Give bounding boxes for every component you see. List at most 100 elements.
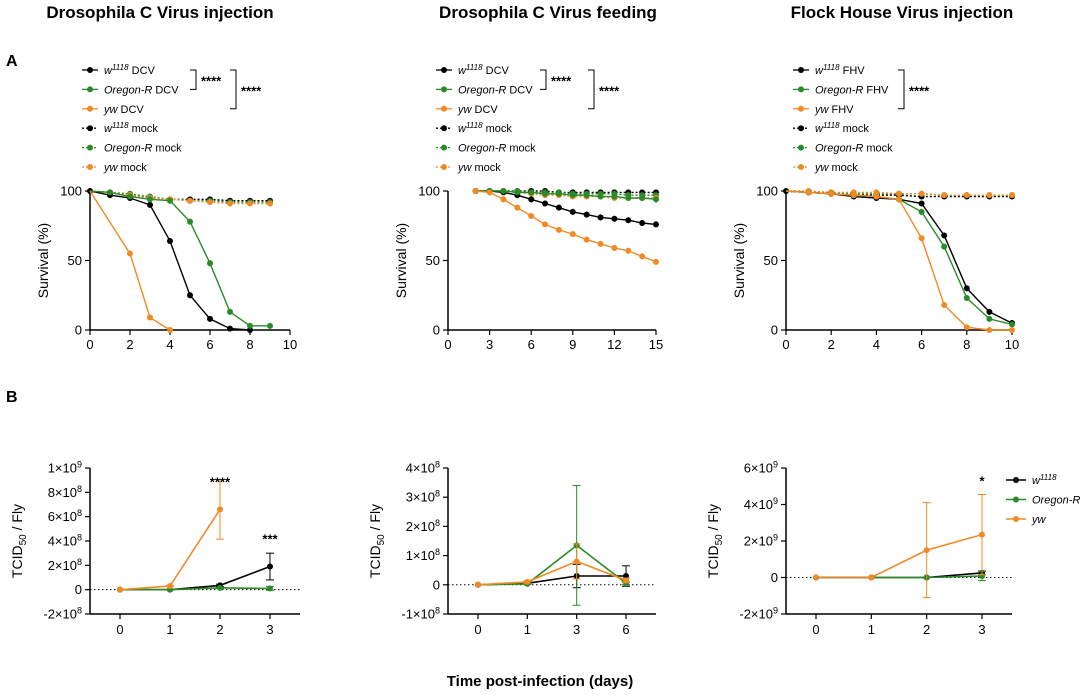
y-tick-label: 100	[756, 184, 778, 199]
series-line-yw	[119, 508, 221, 591]
legend-marker	[798, 164, 804, 170]
legend-marker	[441, 86, 447, 93]
y-axis-label: TCID50 / Fly	[367, 504, 387, 578]
data-point	[514, 189, 521, 196]
series-line-oregon-r-dcv	[89, 190, 270, 327]
y-tick-label: 4×108	[48, 533, 82, 549]
data-point	[207, 260, 213, 267]
data-point	[611, 215, 618, 222]
data-point	[813, 574, 819, 581]
significance-label: ***	[262, 531, 278, 546]
chart-b2: 0 1 3 6 -1×108 0 1×108 2×108 3×108 4×108 TCID50 / …	[367, 460, 656, 637]
legend-marker	[441, 105, 447, 112]
series-line-oregon-r	[120, 586, 271, 591]
legend-marker	[87, 86, 93, 93]
x-tick-label: 0	[812, 622, 819, 637]
data-point	[486, 189, 493, 196]
chart-a2: 0 3 6 9 12 15 0 50 100 Survival (%) w1118 DCV Orego…	[393, 63, 663, 352]
data-point	[639, 194, 646, 201]
x-tick-label: 15	[649, 337, 663, 352]
data-point	[597, 193, 604, 200]
y-tick-label: 0	[75, 582, 82, 597]
data-point	[247, 200, 253, 207]
legend-marker	[87, 144, 93, 151]
x-tick-label: 6	[528, 337, 535, 352]
y-tick-label: 100	[418, 184, 440, 199]
data-point	[528, 189, 535, 196]
legend-marker	[798, 125, 804, 132]
x-tick-label: 4	[166, 337, 173, 352]
legend-label: yw mock	[457, 162, 501, 174]
data-point	[873, 193, 880, 200]
data-point	[597, 240, 604, 247]
legend-label: w1118	[1032, 473, 1057, 487]
x-tick-label: 6	[918, 337, 925, 352]
data-point	[896, 196, 902, 203]
legend-label: yw mock	[103, 162, 147, 174]
significance-bracket	[230, 69, 237, 110]
data-point	[625, 194, 632, 201]
data-point	[472, 188, 479, 194]
panel-label-b: B	[6, 389, 18, 406]
data-point	[569, 208, 576, 215]
significance-label: ****	[551, 74, 572, 89]
data-point	[524, 578, 531, 585]
data-point	[918, 208, 925, 215]
data-point	[611, 193, 618, 200]
data-point	[986, 308, 993, 315]
data-point	[611, 244, 618, 251]
data-point	[528, 196, 535, 203]
legend-label: Oregon-R	[1032, 495, 1080, 507]
data-point	[918, 200, 925, 207]
significance-bracket	[588, 69, 595, 110]
series-line-w1118-fhv	[785, 190, 1013, 324]
data-point	[217, 584, 223, 591]
legend-marker	[798, 86, 804, 93]
series-line-w1118-dcv	[89, 190, 251, 331]
y-tick-label: 1×109	[48, 460, 82, 476]
data-point	[623, 577, 629, 584]
legend-marker	[441, 144, 447, 151]
data-point	[569, 231, 576, 238]
data-point	[623, 573, 629, 580]
data-point	[247, 322, 253, 329]
x-tick-label: 8	[246, 337, 253, 352]
data-point	[873, 189, 880, 196]
legend: w1118 DCV Oregon-R DCV yw DCV w1118 mock Ore…	[436, 63, 620, 174]
data-point	[923, 547, 930, 554]
data-point	[963, 192, 970, 199]
x-tick-label: 2	[923, 622, 930, 637]
data-point	[247, 327, 253, 333]
data-point	[941, 243, 948, 250]
data-point	[514, 204, 521, 211]
data-point	[555, 190, 562, 197]
y-tick-label: 50	[68, 253, 82, 268]
legend-label: yw DCV	[103, 104, 144, 116]
legend-label: w1118 FHV	[815, 63, 865, 77]
data-point	[597, 214, 604, 221]
x-tick-label: 1	[868, 622, 875, 637]
data-point	[227, 325, 233, 332]
legend-label: Oregon-R mock	[815, 143, 893, 155]
data-point	[555, 204, 562, 211]
x-tick-label: 3	[266, 622, 273, 637]
data-point	[542, 221, 549, 228]
x-tick-label: 3	[978, 622, 985, 637]
data-point	[583, 192, 590, 199]
y-tick-label: 0	[771, 570, 778, 585]
series-line-yw-dcv	[89, 190, 171, 331]
data-point	[639, 253, 646, 260]
series-line-w1118	[120, 565, 271, 591]
significance-label: ****	[201, 74, 222, 89]
y-tick-label: 2×109	[744, 533, 778, 549]
data-point	[500, 196, 507, 203]
y-tick-label: 2×108	[406, 518, 440, 534]
series-line-yw	[477, 560, 627, 586]
data-point	[167, 327, 173, 333]
data-point	[107, 189, 113, 196]
data-point	[555, 226, 562, 233]
y-tick-label: 0	[75, 323, 82, 338]
x-tick-label: 0	[474, 622, 481, 637]
legend-label: yw DCV	[457, 104, 498, 116]
